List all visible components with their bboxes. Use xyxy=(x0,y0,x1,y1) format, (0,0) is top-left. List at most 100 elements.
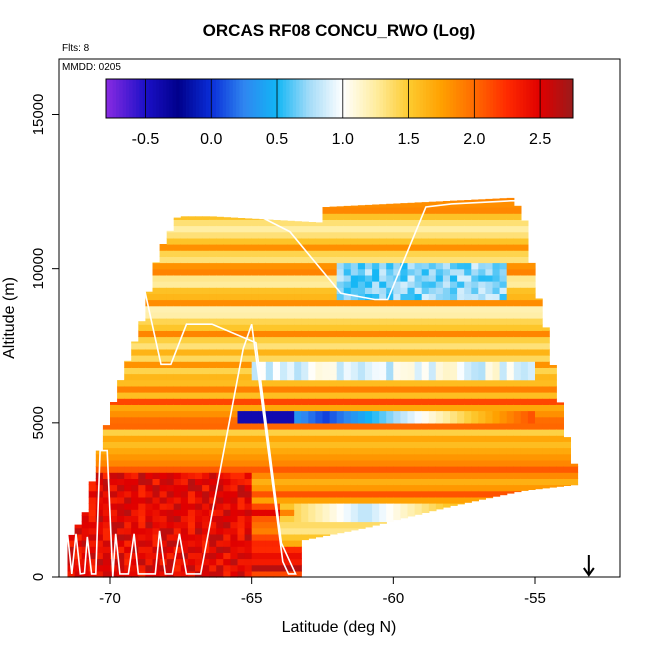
y-tick-label: 15000 xyxy=(30,94,47,136)
heatmap-cell xyxy=(386,244,394,251)
heatmap-cell xyxy=(499,490,508,496)
heatmap-cell xyxy=(499,256,508,264)
heatmap-cell xyxy=(336,281,345,288)
heatmap-cell xyxy=(110,447,118,455)
heatmap-cell xyxy=(343,281,352,288)
heatmap-cell xyxy=(110,509,118,516)
heatmap-cell xyxy=(357,207,366,214)
heatmap-cell xyxy=(244,435,253,442)
heatmap-cell xyxy=(379,416,387,424)
heatmap-cell xyxy=(195,441,203,449)
heatmap-cell xyxy=(450,447,458,455)
heatmap-cell xyxy=(428,509,437,512)
heatmap-cell xyxy=(272,231,281,239)
heatmap-cell xyxy=(520,435,529,442)
heatmap-cell xyxy=(145,533,154,541)
heatmap-cell xyxy=(195,392,203,399)
heatmap-cell xyxy=(499,219,508,227)
heatmap-cell xyxy=(280,237,288,245)
heatmap-cell xyxy=(563,453,571,461)
heatmap-cell xyxy=(195,274,203,282)
heatmap-cell xyxy=(237,472,246,479)
heatmap-cell xyxy=(308,404,316,412)
heatmap-cell xyxy=(230,515,239,523)
heatmap-cell xyxy=(471,490,479,498)
heatmap-cell xyxy=(202,478,210,486)
heatmap-cell xyxy=(442,231,451,239)
heatmap-cell xyxy=(329,299,338,307)
heatmap-cell xyxy=(478,435,486,442)
heatmap-cell xyxy=(343,484,352,492)
heatmap-cell xyxy=(435,490,444,498)
heatmap-cell xyxy=(258,311,267,319)
heatmap-cell xyxy=(152,348,161,356)
heatmap-cell xyxy=(428,299,437,307)
heatmap-cell xyxy=(393,398,401,405)
heatmap-cell xyxy=(428,330,437,338)
heatmap-cell xyxy=(195,311,203,319)
heatmap-cell xyxy=(173,552,182,560)
heatmap-cell xyxy=(542,367,550,375)
heatmap-cell xyxy=(230,521,239,529)
heatmap-cell xyxy=(272,533,281,541)
heatmap-cell xyxy=(152,472,161,479)
heatmap-cell xyxy=(180,472,189,479)
heatmap-cell xyxy=(322,367,331,375)
heatmap-cell xyxy=(485,355,494,362)
heatmap-cell xyxy=(343,459,352,467)
heatmap-cell xyxy=(329,466,338,473)
heatmap-cell xyxy=(506,435,515,442)
heatmap-cell xyxy=(464,268,472,276)
heatmap-cell xyxy=(166,416,175,424)
heatmap-cell xyxy=(117,558,125,566)
heatmap-cell xyxy=(421,459,430,467)
heatmap-cell xyxy=(166,459,175,467)
heatmap-cell xyxy=(520,385,529,393)
heatmap-cell xyxy=(294,429,302,436)
heatmap-cell xyxy=(131,447,139,455)
heatmap-cell xyxy=(407,490,416,498)
heatmap-cell xyxy=(428,244,437,251)
heatmap-cell xyxy=(556,466,564,473)
heatmap-cell xyxy=(216,459,224,467)
heatmap-cell xyxy=(265,398,274,405)
heatmap-cell xyxy=(435,231,444,239)
heatmap-cell xyxy=(202,293,210,301)
heatmap-cell xyxy=(159,453,168,461)
heatmap-cell xyxy=(173,392,182,399)
heatmap-cell xyxy=(244,533,253,541)
heatmap-cell xyxy=(237,373,246,381)
heatmap-cell xyxy=(457,435,465,442)
heatmap-cell xyxy=(209,478,217,486)
heatmap-cell xyxy=(563,437,571,442)
colorbar-swatch xyxy=(309,79,314,118)
heatmap-cell xyxy=(294,318,302,325)
heatmap-cell xyxy=(258,262,267,270)
heatmap-cell xyxy=(471,207,479,214)
heatmap-cell xyxy=(428,385,437,393)
heatmap-cell xyxy=(549,478,557,486)
heatmap-cell xyxy=(421,361,430,368)
heatmap-cell xyxy=(471,496,479,502)
heatmap-cell xyxy=(421,281,430,288)
heatmap-cell xyxy=(117,441,125,449)
heatmap-cell xyxy=(187,385,196,393)
heatmap-cell xyxy=(265,466,274,473)
heatmap-cell xyxy=(110,484,118,492)
colorbar-swatch xyxy=(412,79,417,118)
heatmap-cell xyxy=(428,342,437,350)
heatmap-cell xyxy=(513,311,522,319)
heatmap-cell xyxy=(230,496,239,504)
heatmap-cell xyxy=(336,459,345,467)
heatmap-cell xyxy=(237,231,246,239)
colorbar-swatch xyxy=(139,79,144,118)
heatmap-cell xyxy=(244,268,253,276)
heatmap-cell xyxy=(180,305,189,313)
heatmap-cell xyxy=(386,237,394,245)
heatmap-cell xyxy=(542,361,550,368)
heatmap-cell xyxy=(343,305,352,313)
heatmap-cell xyxy=(272,564,281,572)
heatmap-cell xyxy=(407,231,416,239)
heatmap-cell xyxy=(350,410,359,418)
heatmap-cell xyxy=(506,256,515,264)
